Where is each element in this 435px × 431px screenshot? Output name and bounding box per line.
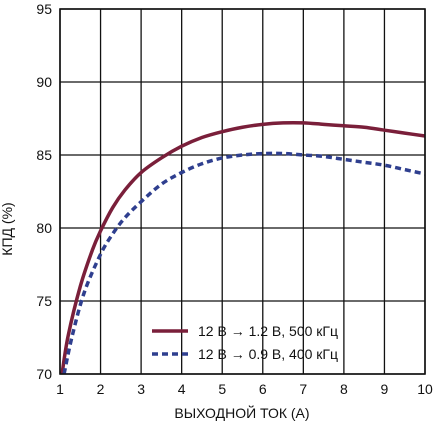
x-axis-label: ВЫХОДНОЙ ТОК (A)	[174, 404, 309, 421]
x-tick-label: 7	[299, 381, 307, 397]
x-tick-label: 5	[218, 381, 226, 397]
grid	[59, 8, 426, 375]
x-tick-label: 8	[340, 381, 348, 397]
y-axis-label: КПД (%)	[0, 202, 15, 255]
legend-label-series-1: 12 В → 1.2 В, 500 кГц	[198, 323, 338, 339]
legend: 12 В → 1.2 В, 500 кГц 12 В → 0.9 В, 400 …	[152, 323, 338, 362]
y-tick-label: 95	[36, 1, 52, 17]
y-tick-label: 90	[36, 74, 52, 90]
series-layer	[60, 120, 426, 375]
series-line-1	[60, 120, 426, 375]
series-line-2	[62, 151, 426, 375]
tick-labels: 1 2 3 4 5 6 7 8 9 10 70 75 80 85 90 95	[36, 1, 433, 397]
y-tick-label: 70	[36, 366, 52, 382]
x-tick-label: 3	[137, 381, 145, 397]
x-tick-label: 9	[381, 381, 389, 397]
y-tick-label: 80	[36, 220, 52, 236]
x-tick-label: 4	[178, 381, 186, 397]
y-tick-label: 85	[36, 147, 52, 163]
x-tick-label: 10	[417, 381, 433, 397]
plot-frame	[59, 8, 426, 375]
x-tick-label: 6	[259, 381, 267, 397]
x-tick-label: 1	[56, 381, 64, 397]
x-tick-label: 2	[97, 381, 105, 397]
y-tick-label: 75	[36, 293, 52, 309]
legend-label-series-2: 12 В → 0.9 В, 400 кГц	[198, 346, 338, 362]
